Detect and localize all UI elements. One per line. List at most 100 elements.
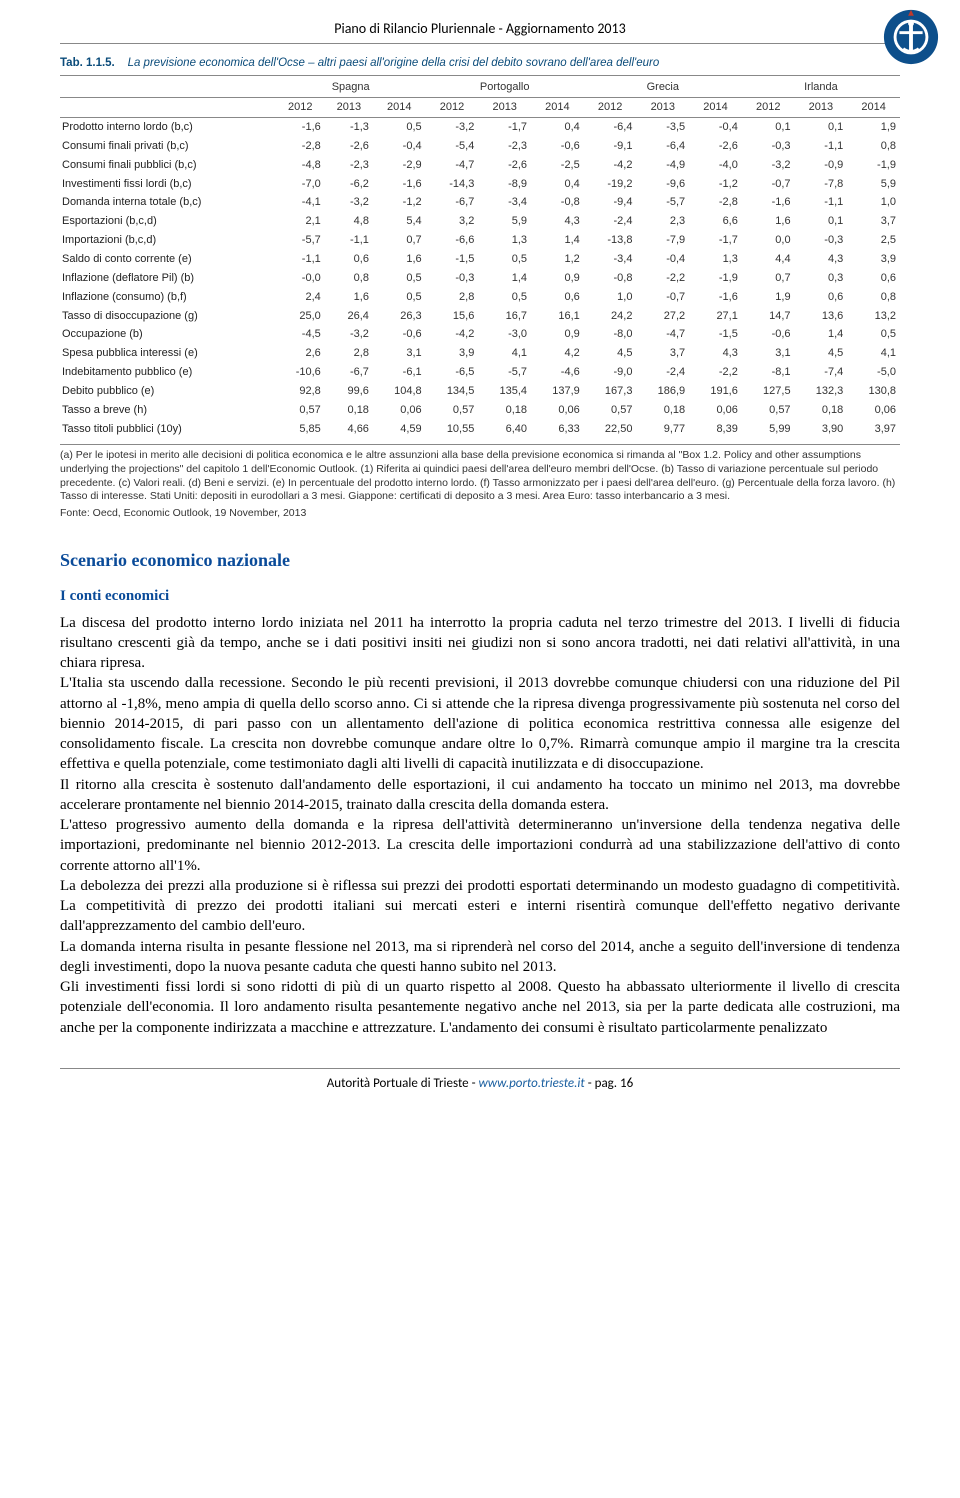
cell: -4,2 [426,325,479,344]
row-label: Consumi finali privati (b,c) [60,137,276,156]
cell: -1,1 [276,250,325,269]
row-label: Importazioni (b,c,d) [60,231,276,250]
cell: 2,8 [426,288,479,307]
cell: -1,1 [795,193,848,212]
cell: -8,1 [742,363,795,382]
cell: 134,5 [426,382,479,401]
cell: 0,06 [531,401,584,420]
cell: 104,8 [373,382,426,401]
cell: -0,9 [795,156,848,175]
cell: 1,2 [531,250,584,269]
table-row: Tasso di disoccupazione (g)25,026,426,31… [60,307,900,326]
cell: 0,6 [795,288,848,307]
cell: 4,3 [531,212,584,231]
cell: 4,8 [325,212,373,231]
table-row: Debito pubblico (e)92,899,6104,8134,5135… [60,382,900,401]
cell: 0,4 [531,118,584,137]
cell: -0,8 [584,269,637,288]
row-label: Inflazione (consumo) (b,f) [60,288,276,307]
cell: 92,8 [276,382,325,401]
cell: -4,9 [636,156,689,175]
table-row: Occupazione (b)-4,5-3,2-0,6-4,2-3,00,9-8… [60,325,900,344]
row-label: Tasso di disoccupazione (g) [60,307,276,326]
cell: -4,5 [276,325,325,344]
cell: -1,9 [689,269,742,288]
cell: -2,5 [531,156,584,175]
cell: -3,5 [636,118,689,137]
col-year: 2014 [531,98,584,118]
cell: -4,7 [636,325,689,344]
table-row: Domanda interna totale (b,c)-4,1-3,2-1,2… [60,193,900,212]
cell: 1,9 [742,288,795,307]
cell: 24,2 [584,307,637,326]
cell: 4,59 [373,420,426,439]
cell: -2,8 [276,137,325,156]
cell: -9,0 [584,363,637,382]
cell: 5,4 [373,212,426,231]
cell: 27,1 [689,307,742,326]
cell: -0,0 [276,269,325,288]
col-group: Portogallo [426,78,584,97]
footer-org: Autorità Portuale di Trieste [327,1076,469,1091]
row-label: Prodotto interno lordo (b,c) [60,118,276,137]
cell: -5,0 [847,363,900,382]
col-year: 2013 [325,98,373,118]
cell: -8,0 [584,325,637,344]
row-label: Investimenti fissi lordi (b,c) [60,175,276,194]
page-footer: Autorità Portuale di Trieste - www.porto… [60,1068,900,1093]
cell: -1,3 [325,118,373,137]
cell: -0,8 [531,193,584,212]
paragraph: La discesa del prodotto interno lordo in… [60,613,900,674]
cell: -0,3 [742,137,795,156]
cell: -2,2 [689,363,742,382]
cell: 2,6 [276,344,325,363]
cell: 0,06 [847,401,900,420]
page-header: Piano di Rilancio Pluriennale - Aggiorna… [60,20,900,44]
cell: 0,5 [373,269,426,288]
cell: 13,6 [795,307,848,326]
table-row: Tasso titoli pubblici (10y)5,854,664,591… [60,420,900,439]
cell: 6,33 [531,420,584,439]
cell: 0,5 [373,118,426,137]
cell: -3,2 [325,325,373,344]
cell: -9,1 [584,137,637,156]
cell: 135,4 [478,382,531,401]
cell: 10,55 [426,420,479,439]
cell: -3,2 [742,156,795,175]
cell: 99,6 [325,382,373,401]
cell: 14,7 [742,307,795,326]
cell: 3,2 [426,212,479,231]
cell: -2,6 [689,137,742,156]
paragraph: L'atteso progressivo aumento della doman… [60,815,900,876]
cell: -3,0 [478,325,531,344]
col-year: 2013 [795,98,848,118]
table-caption-prefix: Tab. 1.1.5. [60,57,115,69]
cell: 1,3 [478,231,531,250]
cell: -4,2 [584,156,637,175]
cell: 5,9 [847,175,900,194]
table-body: Prodotto interno lordo (b,c)-1,6-1,30,5-… [60,118,900,439]
cell: 0,6 [531,288,584,307]
cell: 1,9 [847,118,900,137]
cell: 1,6 [742,212,795,231]
cell: -1,6 [373,175,426,194]
cell: -6,7 [426,193,479,212]
cell: 22,50 [584,420,637,439]
cell: 3,90 [795,420,848,439]
cell: -3,4 [478,193,531,212]
cell: 0,7 [742,269,795,288]
cell: -5,7 [636,193,689,212]
cell: 3,1 [742,344,795,363]
cell: -6,5 [426,363,479,382]
cell: 0,3 [795,269,848,288]
row-label: Inflazione (deflatore Pil) (b) [60,269,276,288]
table-header-countries: Spagna Portogallo Grecia Irlanda [60,78,900,97]
table-caption-text: La previsione economica dell'Ocse – altr… [128,57,660,69]
cell: -0,6 [742,325,795,344]
cell: -7,0 [276,175,325,194]
cell: 3,97 [847,420,900,439]
cell: -0,4 [636,250,689,269]
cell: -10,6 [276,363,325,382]
cell: 167,3 [584,382,637,401]
cell: -3,4 [584,250,637,269]
